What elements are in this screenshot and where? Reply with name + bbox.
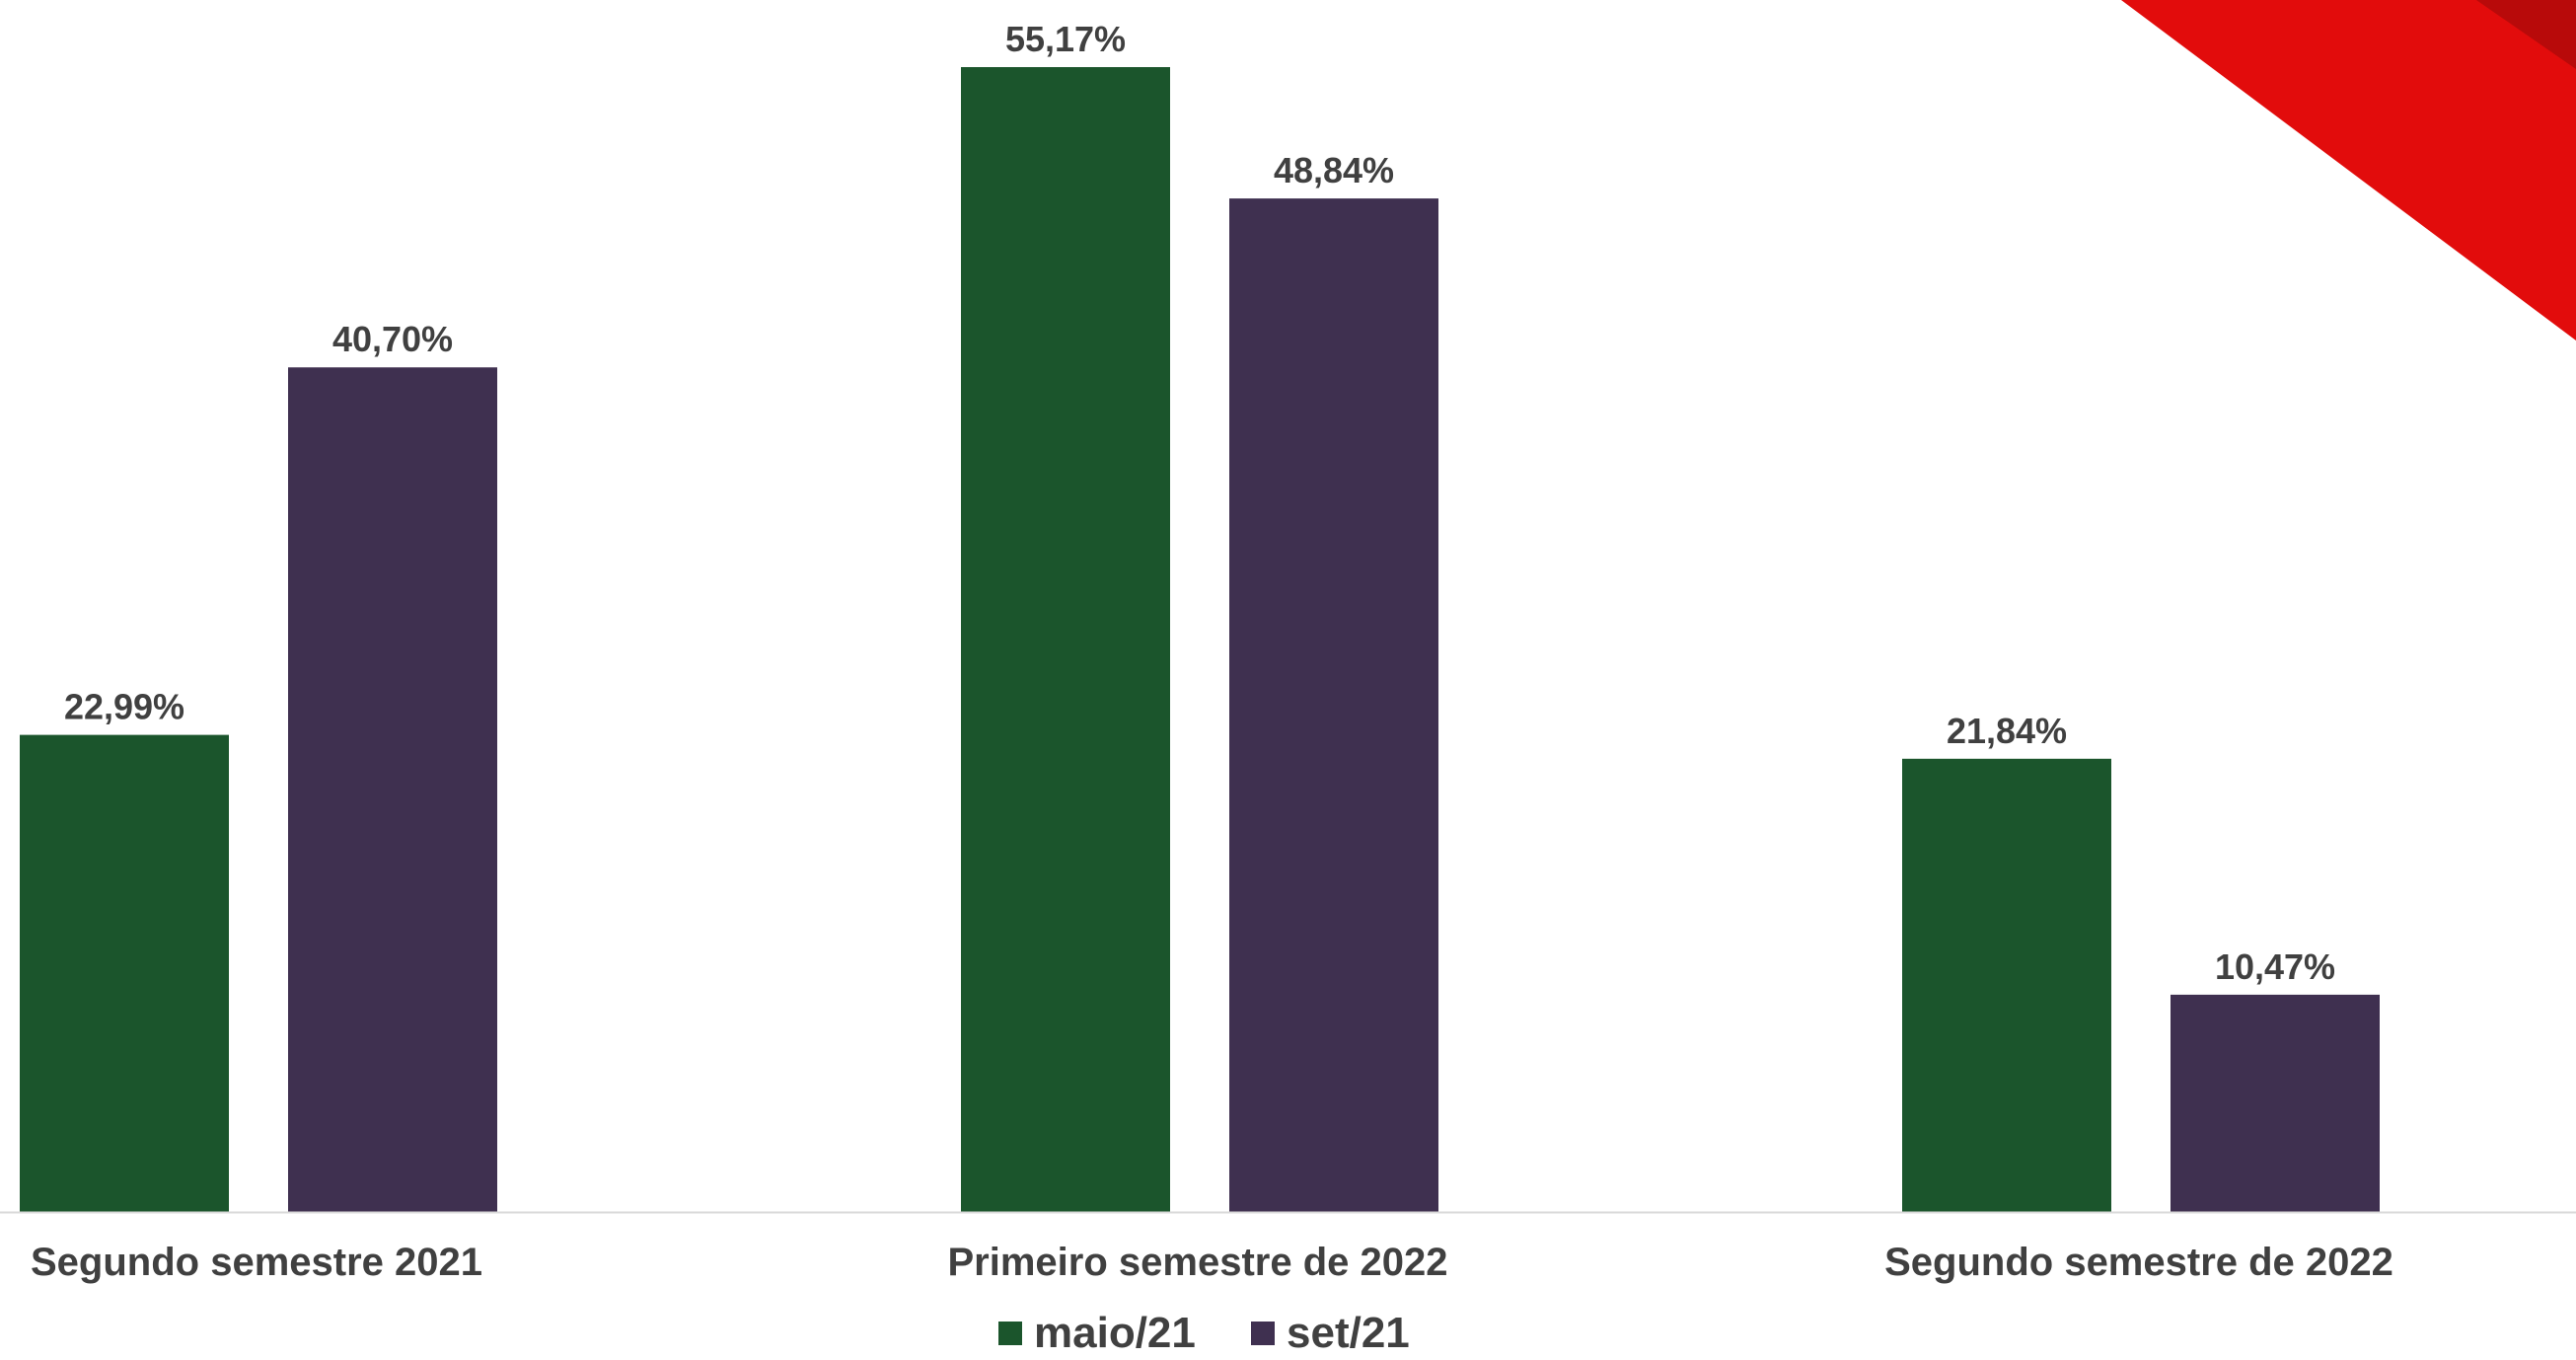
bars-group bbox=[20, 67, 2380, 1212]
bar-maio21-1 bbox=[20, 734, 229, 1212]
data-label: 48,84% bbox=[1274, 150, 1394, 190]
category-label: Segundo semestre 2021 bbox=[31, 1241, 482, 1284]
legend-label-maio21: maio/21 bbox=[1034, 1309, 1196, 1355]
data-label: 21,84% bbox=[1947, 711, 2067, 751]
bar-set21-3 bbox=[2171, 994, 2380, 1212]
legend-swatch-maio21 bbox=[998, 1322, 1022, 1345]
data-label: 40,70% bbox=[332, 319, 453, 359]
data-label: 10,47% bbox=[2215, 946, 2335, 987]
category-label: Segundo semestre de 2022 bbox=[1884, 1241, 2393, 1284]
data-labels-group: 22,99% 40,70% 55,17% 48,84% 21,84% 10,47% bbox=[64, 19, 2335, 987]
legend-swatch-set21 bbox=[1251, 1322, 1275, 1345]
bar-maio21-3 bbox=[1902, 758, 2111, 1212]
legend-label-set21: set/21 bbox=[1287, 1309, 1410, 1355]
bar-maio21-2 bbox=[961, 67, 1170, 1212]
data-label: 22,99% bbox=[64, 687, 184, 727]
legend: maio/21 set/21 bbox=[998, 1309, 1410, 1357]
corner-ribbon-shape bbox=[2121, 0, 2576, 340]
corner-ribbon-decoration bbox=[2121, 0, 2576, 340]
category-labels-group: Segundo semestre 2021 Primeiro semestre d… bbox=[31, 1241, 2393, 1284]
data-label: 55,17% bbox=[1005, 19, 1126, 59]
category-label: Primeiro semestre de 2022 bbox=[948, 1241, 1448, 1284]
bar-set21-1 bbox=[288, 367, 497, 1212]
bar-set21-2 bbox=[1229, 198, 1438, 1212]
corner-ribbon-fold bbox=[2476, 0, 2576, 69]
